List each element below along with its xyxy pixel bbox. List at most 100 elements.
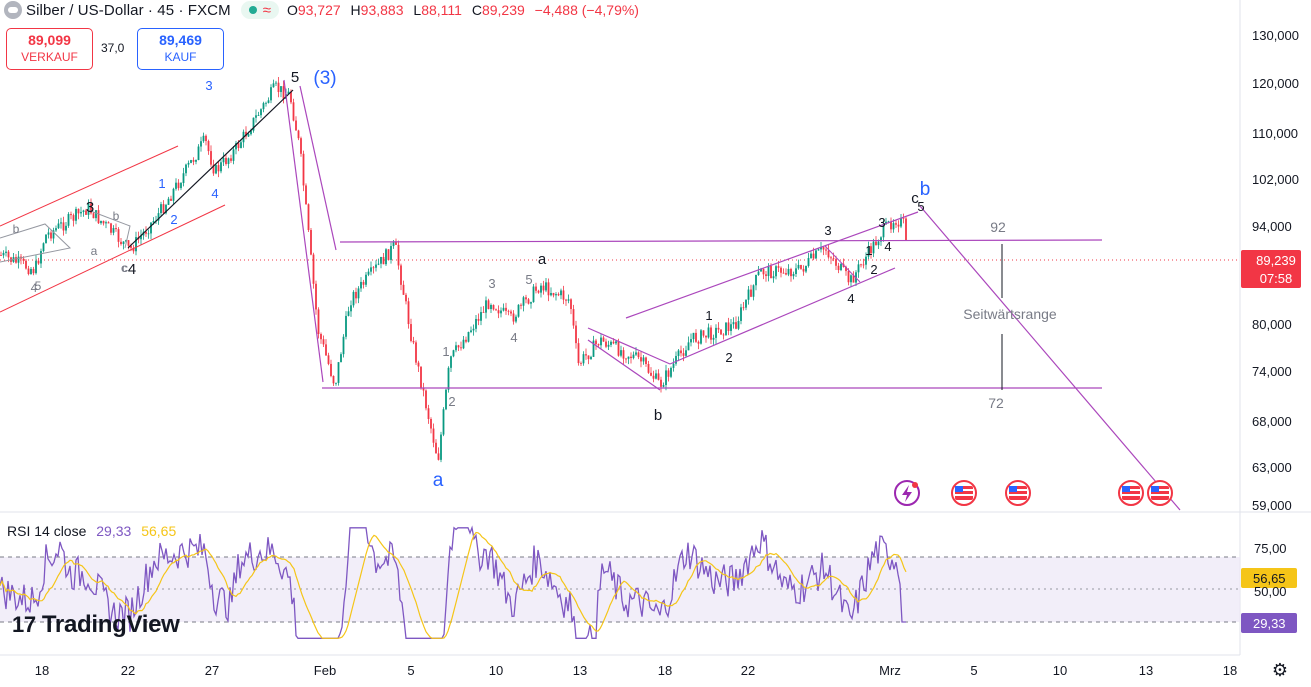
- candle-body: [747, 289, 750, 300]
- candle-body: [350, 305, 352, 312]
- candle-body: [417, 362, 420, 367]
- rsi-line: [0, 525, 906, 639]
- candle-body: [447, 367, 450, 390]
- candle-body: [830, 257, 832, 259]
- price-axis[interactable]: 130,000 120,000 110,000 102,000 94,000 80,000…: [1252, 28, 1299, 513]
- candle-body: [762, 269, 765, 275]
- candle-body: [605, 341, 607, 347]
- time-tick: 10: [1053, 663, 1067, 678]
- candle-body: [497, 310, 500, 314]
- candle-body: [282, 86, 285, 99]
- candle-body: [120, 241, 122, 245]
- wave-label: (3): [313, 68, 336, 89]
- candle-body: [167, 198, 170, 205]
- candle-body: [450, 356, 452, 368]
- candle-body: [427, 408, 430, 420]
- symbol-title[interactable]: Silber / US-Dollar · 45 · FXCM: [26, 1, 231, 19]
- candle-body: [135, 237, 137, 252]
- candle-body: [217, 165, 220, 172]
- buy-button[interactable]: 89,469 KAUF: [137, 28, 224, 70]
- us-flag-icon[interactable]: [951, 480, 977, 506]
- candle-body: [545, 282, 547, 291]
- candle-body: [660, 379, 662, 387]
- candle-body: [672, 363, 675, 368]
- ohlc-values: O93,727 H93,883 L88,111 C89,239 −4,488 (…: [287, 2, 645, 18]
- candle-body: [472, 328, 475, 331]
- candle-body: [42, 243, 45, 252]
- candle-body: [675, 355, 677, 364]
- candle-body: [512, 313, 515, 322]
- wave-label: 2: [725, 350, 732, 365]
- sell-button[interactable]: 89,099 VERKAUF: [6, 28, 93, 70]
- price-countdown: 07:58: [1260, 271, 1293, 286]
- candle-body: [500, 310, 502, 314]
- candle-body: [797, 264, 800, 269]
- us-flag-icon[interactable]: [1118, 480, 1144, 506]
- candle-body: [655, 373, 657, 379]
- wave-label: 4: [128, 261, 136, 278]
- candle-body: [262, 103, 265, 110]
- rise-channel-top: [625, 211, 919, 319]
- candle-body: [275, 82, 277, 84]
- current-price-value: 89,239: [1256, 253, 1296, 268]
- candle-body: [752, 285, 755, 297]
- candle-body: [140, 235, 142, 240]
- candle-body: [730, 324, 732, 331]
- time-axis[interactable]: 18 22 27 Feb 5 10 13 18 22 Mrz 5 10 13 18: [35, 663, 1237, 678]
- candle-body: [215, 165, 217, 174]
- candle-body: [235, 143, 237, 150]
- price-tick: 102,000: [1252, 172, 1299, 187]
- wave-label: 4: [211, 186, 218, 201]
- range-top-line: [339, 239, 1103, 243]
- candle-body: [690, 339, 692, 343]
- candle-body: [422, 387, 425, 391]
- candle-body: [17, 256, 20, 263]
- candle-body: [640, 357, 642, 362]
- rsi-legend[interactable]: RSI 14 close 29,33 56,65: [7, 523, 176, 539]
- rsi-title: RSI 14 close: [7, 523, 87, 539]
- candle-body: [867, 246, 870, 257]
- candle-body: [147, 233, 150, 235]
- tradingview-logo[interactable]: 17 TradingView: [12, 611, 180, 639]
- wave-icon: ≈: [262, 1, 271, 19]
- candle-body: [192, 160, 195, 162]
- candle-body: [860, 264, 862, 266]
- candle-body: [207, 141, 210, 152]
- candle-body: [815, 250, 817, 259]
- us-flag-icon[interactable]: [1005, 480, 1031, 506]
- settings-gear-icon[interactable]: ⚙: [1271, 660, 1289, 680]
- candle-body: [92, 213, 95, 219]
- candle-body: [125, 240, 127, 242]
- candle-body: [467, 332, 470, 342]
- candle-body: [507, 310, 510, 312]
- candle-body: [695, 332, 697, 342]
- candle-body: [197, 146, 200, 161]
- event-icons[interactable]: [894, 480, 1173, 506]
- candle-body: [182, 173, 185, 184]
- wave-label: 3: [878, 215, 885, 230]
- triangle-left: [0, 223, 72, 263]
- candle-body: [742, 307, 745, 309]
- candle-body: [807, 258, 810, 266]
- candle-body: [852, 275, 855, 283]
- candle-body: [677, 350, 680, 356]
- main-pane[interactable]: [0, 0, 1240, 512]
- price-tick: 74,000: [1252, 364, 1292, 379]
- candle-body: [870, 246, 872, 254]
- candle-body: [872, 241, 875, 254]
- candle-body: [185, 164, 187, 174]
- us-flag-icon[interactable]: [1147, 480, 1173, 506]
- candle-body: [722, 334, 725, 336]
- range-top-value: 92: [990, 219, 1006, 235]
- rsi-axis-50: 50,00: [1254, 584, 1287, 599]
- candle-body: [770, 266, 772, 279]
- market-status-pill[interactable]: ≈: [240, 1, 279, 19]
- wave-label: 1: [705, 308, 712, 323]
- candle-body: [105, 222, 107, 224]
- candle-body: [45, 234, 47, 244]
- candle-body: [377, 263, 380, 265]
- candle-body: [372, 267, 375, 269]
- wave-label: a: [433, 470, 444, 491]
- wave-label: b: [920, 179, 931, 200]
